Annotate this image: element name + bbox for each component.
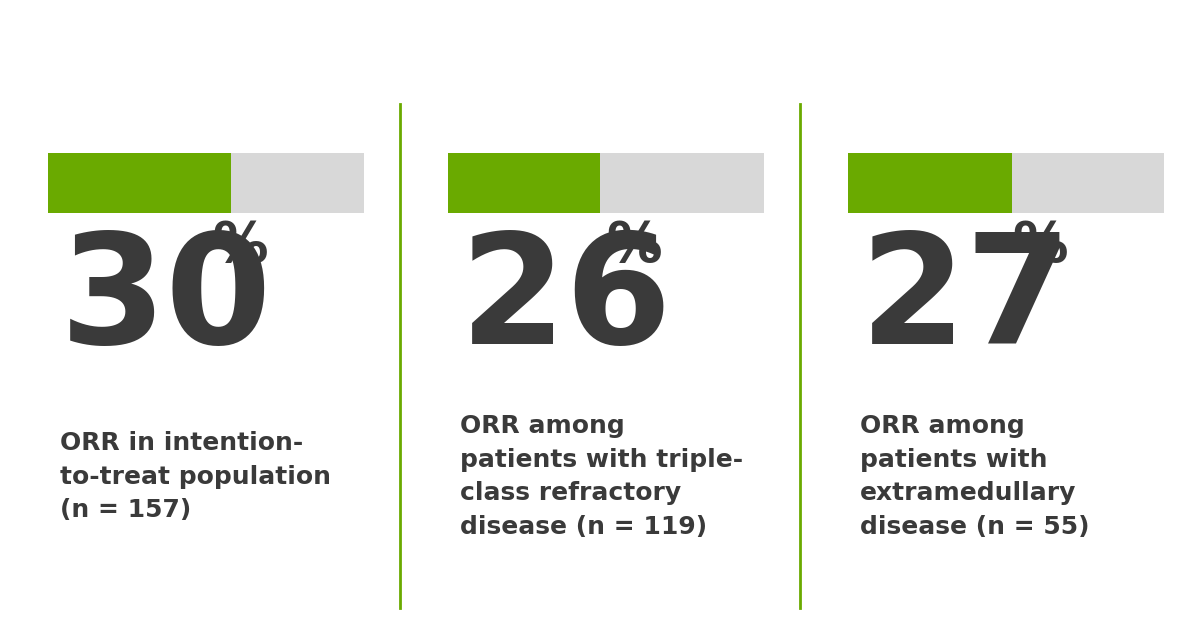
Text: Melflufen induces response in refractory multiple myeloma: Melflufen induces response in refractory… xyxy=(0,24,1200,58)
Bar xyxy=(232,153,364,214)
Text: 30: 30 xyxy=(60,227,272,375)
Bar xyxy=(448,153,600,214)
Text: 26: 26 xyxy=(460,227,673,375)
Bar xyxy=(1013,153,1164,214)
Text: 27: 27 xyxy=(860,227,1073,375)
Text: %: % xyxy=(1013,219,1068,273)
Bar xyxy=(848,153,1013,214)
Text: ORR among
patients with
extramedullary
disease (n = 55): ORR among patients with extramedullary d… xyxy=(860,415,1090,539)
Text: %: % xyxy=(606,219,662,273)
Text: %: % xyxy=(212,219,268,273)
Bar xyxy=(600,153,764,214)
Bar xyxy=(48,153,232,214)
Text: ORR in intention-
to-treat population
(n = 157): ORR in intention- to-treat population (n… xyxy=(60,431,331,522)
Text: ORR among
patients with triple-
class refractory
disease (n = 119): ORR among patients with triple- class re… xyxy=(460,415,743,539)
